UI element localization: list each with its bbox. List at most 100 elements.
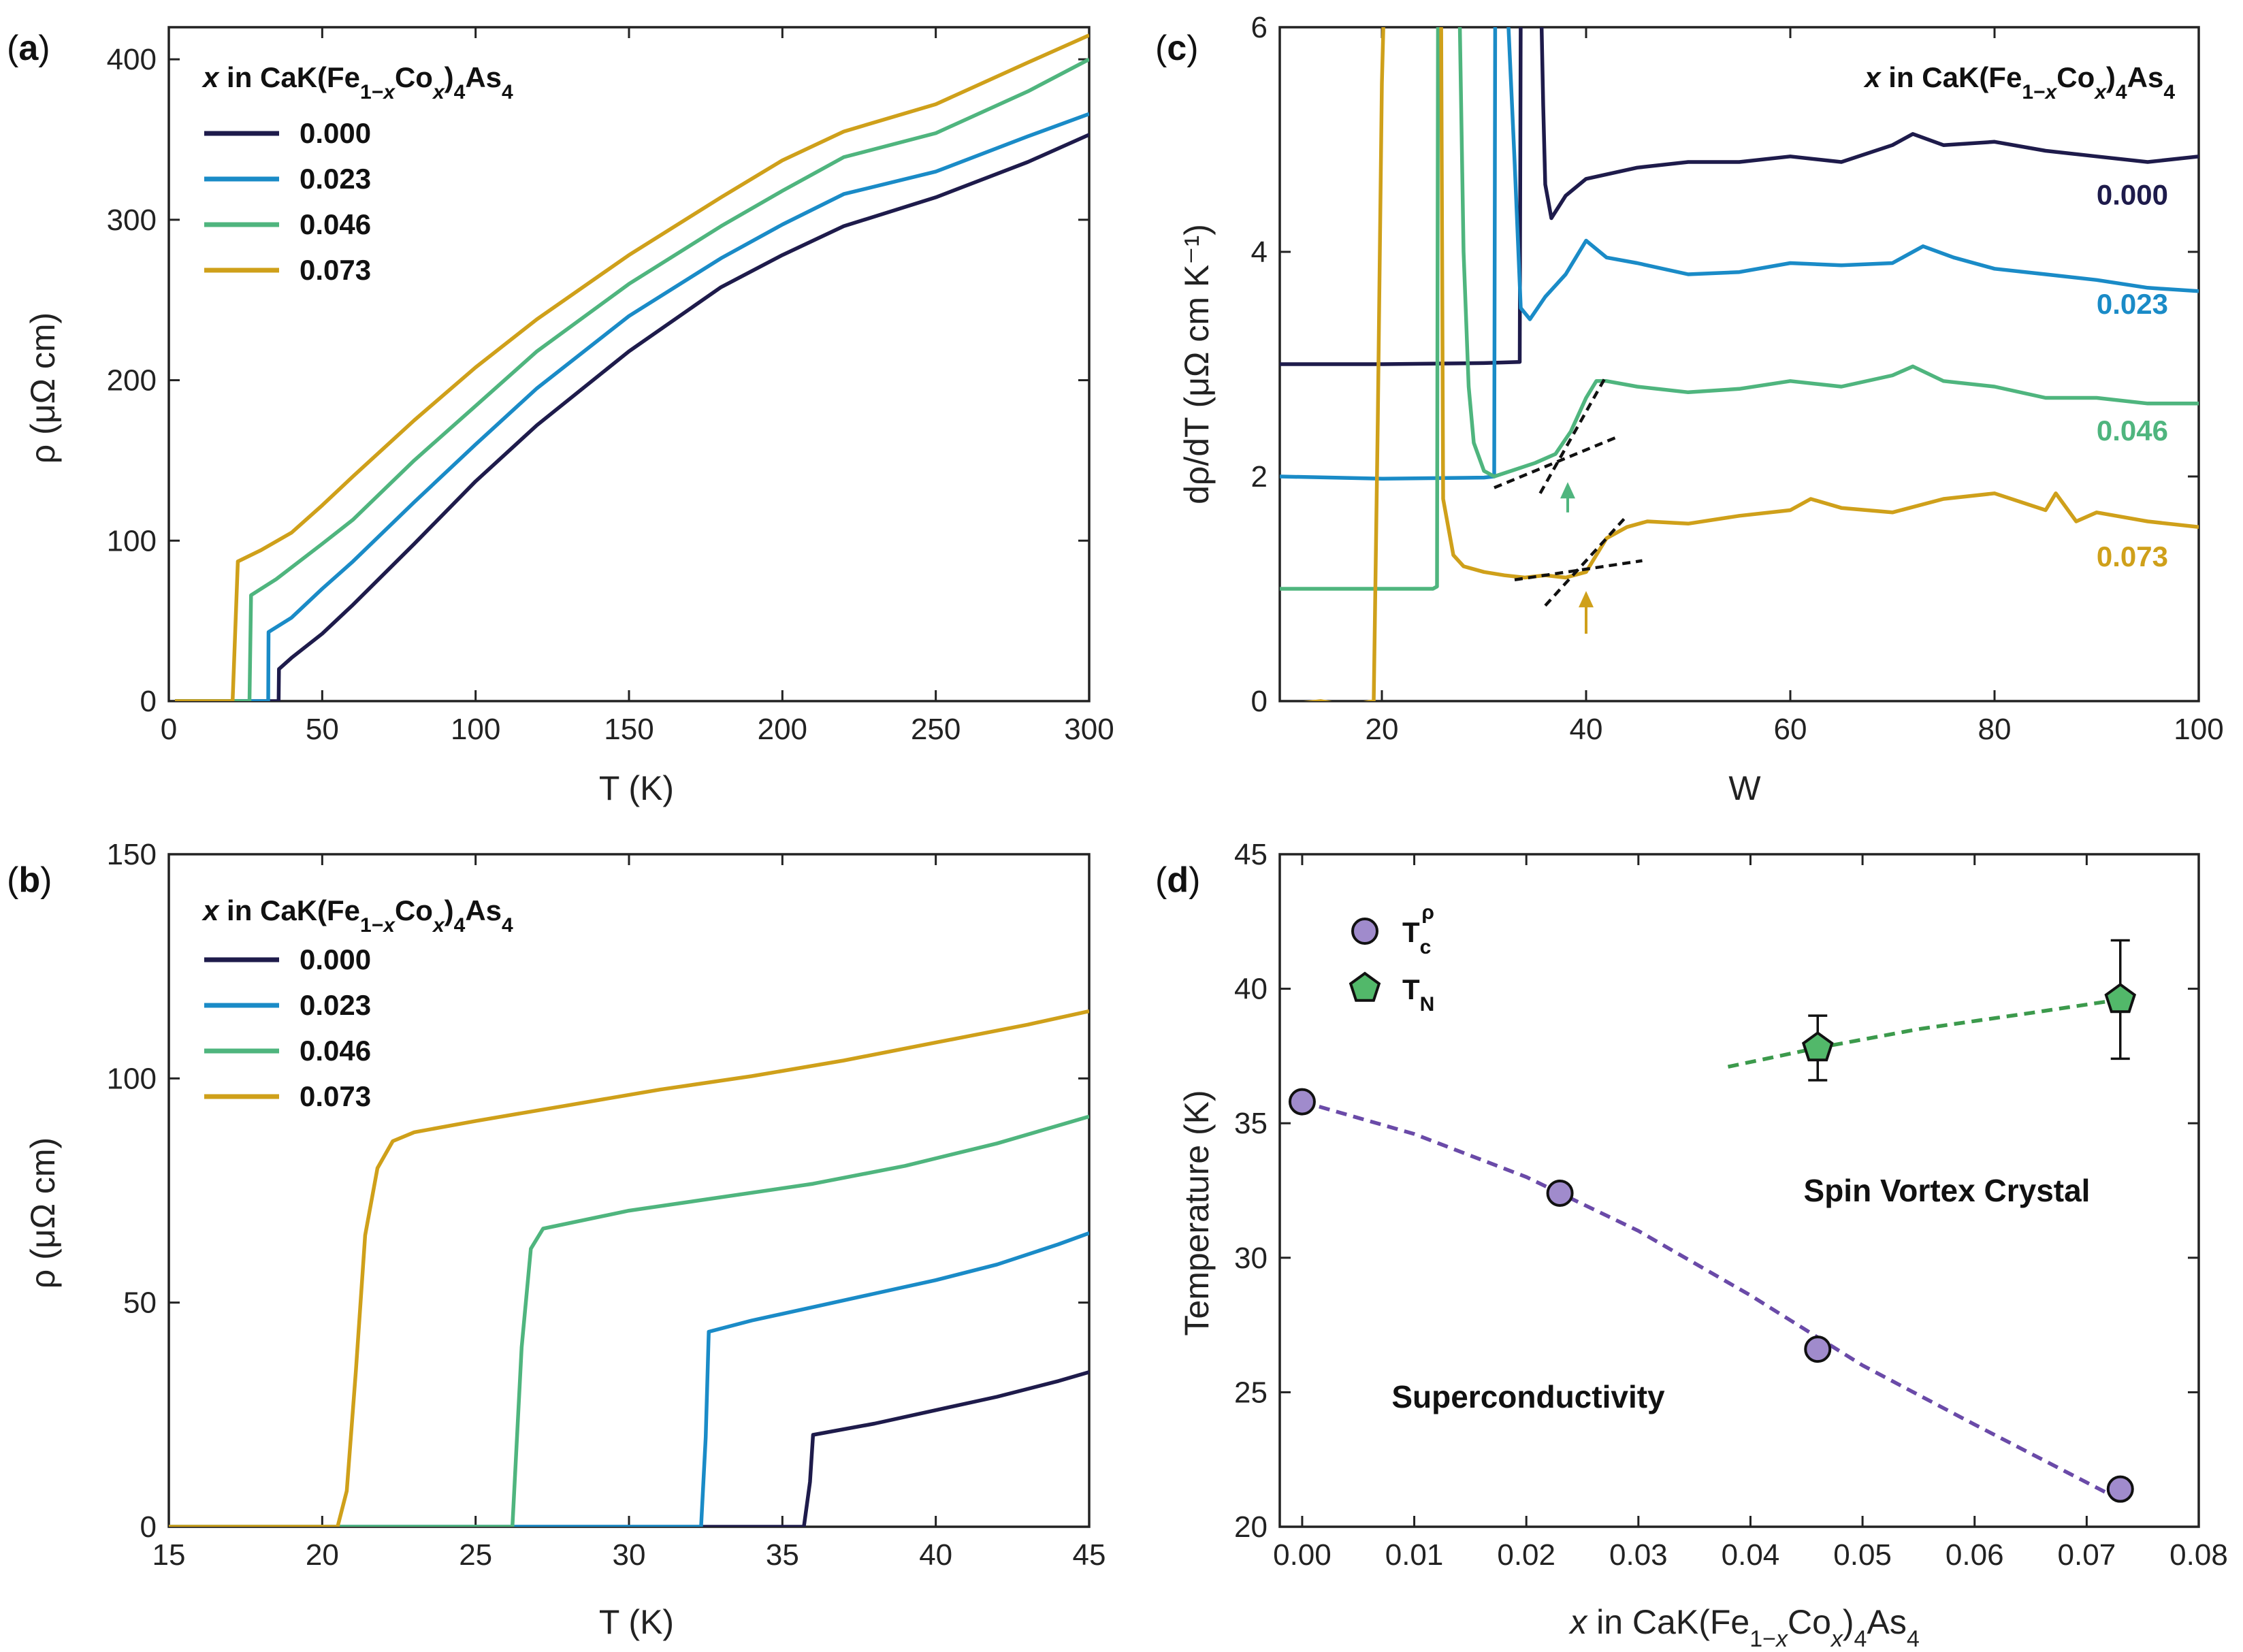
panel-b-legend: x in CaK(Fe1−xCox)4As4 0.000 0.023 0.046 0.…: [201, 894, 513, 1112]
panel-c-ticks: 20 40 60 80 100 0 2 4 6: [1251, 11, 2224, 746]
panel-d-x-axis-label: x in CaK(Fe1−xCox)4As4: [1568, 1603, 1920, 1652]
tangent-line: [1538, 374, 1608, 494]
y-tick-label: 400: [107, 43, 157, 76]
x-tick-label: 0.07: [2058, 1538, 2116, 1572]
x-tick-label: 20: [1366, 713, 1399, 746]
x-tick-label: 60: [1774, 713, 1807, 746]
tc-point: [2106, 1475, 2134, 1503]
tangent-line: [1544, 515, 1628, 607]
y-tick-label: 0: [1251, 685, 1268, 718]
panel-b-label: (b): [7, 860, 52, 900]
series-line-0.023: [175, 112, 1089, 701]
y-tick-label: 0: [140, 685, 157, 718]
tn-fit-line: [1727, 997, 2121, 1069]
y-tick-label: 25: [1234, 1376, 1268, 1409]
panel-a-y-axis-label: ρ (μΩ cm): [24, 312, 62, 464]
y-tick-label: 6: [1251, 11, 1268, 44]
legend-tc-label: Tcρ: [1402, 901, 1434, 958]
panel-a-frame: [167, 26, 1091, 702]
panel-b-y-axis-label: ρ (μΩ cm): [24, 1137, 62, 1289]
panel-b-legend-title: x in CaK(Fe1−xCox)4As4: [201, 894, 513, 937]
x-tick-label: 250: [911, 713, 961, 746]
series-line-0.000: [1280, 27, 2199, 366]
legend-label-0.000: 0.000: [300, 117, 371, 149]
tn-point: [2104, 982, 2137, 1014]
panel-c-tangents: [1494, 374, 1643, 607]
x-tick-label: 200: [758, 713, 807, 746]
panel-b-x-axis-label: T (K): [599, 1603, 674, 1641]
y-tick-label: 300: [107, 204, 157, 237]
tangent-line: [1514, 559, 1643, 582]
y-tick-label: 35: [1234, 1107, 1268, 1140]
series-line-0.046: [1280, 27, 2199, 591]
series-line-0.073: [1303, 27, 2199, 701]
panel-a-legend: x in CaK(Fe1−xCox)4As4 0.000 0.023 0.046 0.…: [201, 61, 513, 286]
x-tick-label: 50: [306, 713, 339, 746]
legend-tn-marker: [1349, 971, 1381, 1002]
panel-a-ticks: 0 50 100 150 200 250 300 0 100 200 300 400: [107, 27, 1114, 746]
panel-c: (c) W dρ/dT (μΩ cm K⁻¹) x in CaK(Fe1−xCo…: [1155, 11, 2224, 807]
series-line-0.023: [1280, 27, 2199, 481]
series-line-0.023: [169, 1231, 1089, 1527]
y-tick-label: 100: [107, 524, 157, 557]
tc-point: [1804, 1335, 1832, 1363]
x-tick-label: 300: [1064, 713, 1114, 746]
x-tick-label: 20: [306, 1538, 339, 1572]
arrow-0073-head: [1579, 591, 1594, 608]
y-tick-label: 40: [1234, 973, 1268, 1006]
panel-b-series: [169, 1009, 1089, 1527]
panel-b: (b) T (K) ρ (μΩ cm) x in CaK(Fe1−xCox)4A…: [7, 838, 1106, 1641]
x-tick-label: 0.08: [2169, 1538, 2228, 1572]
y-tick-label: 20: [1234, 1510, 1268, 1544]
annotation-spin-vortex-crystal: Spin Vortex Crystal: [1804, 1173, 2091, 1208]
legend-label-0.073: 0.073: [300, 1080, 371, 1112]
x-tick-label: 15: [152, 1538, 186, 1572]
arrow-0046-head: [1560, 482, 1575, 499]
x-tick-label: 40: [1570, 713, 1603, 746]
panel-d-y-axis-label: Temperature (K): [1178, 1090, 1216, 1335]
series-line-0.046: [175, 57, 1089, 701]
y-tick-label: 200: [107, 364, 157, 398]
x-tick-label: 40: [919, 1538, 952, 1572]
series-line-0.073: [169, 1009, 1089, 1527]
legend-label-0.000: 0.000: [300, 943, 371, 975]
panel-c-series: [1280, 27, 2199, 701]
series-label-0.073: 0.073: [2097, 540, 2168, 572]
y-tick-label: 2: [1251, 460, 1268, 493]
panel-c-y-axis-label: dρ/dT (μΩ cm K⁻¹): [1178, 224, 1216, 504]
legend-label-0.046: 0.046: [300, 1035, 371, 1067]
panel-c-legend-title: x in CaK(Fe1−xCox)4As4: [1863, 61, 2175, 103]
y-tick-label: 0: [140, 1510, 157, 1544]
y-tick-label: 150: [107, 838, 157, 871]
panel-d-frame: [1278, 853, 2200, 1528]
x-tick-label: 0.00: [1273, 1538, 1332, 1572]
panel-c-label: (c): [1155, 29, 1199, 68]
panel-a-legend-title: x in CaK(Fe1−xCox)4As4: [201, 61, 513, 103]
x-tick-label: 0.06: [1946, 1538, 2004, 1572]
panel-d-label: (d): [1155, 860, 1200, 900]
x-tick-label: 100: [2174, 713, 2223, 746]
panel-a-series: [175, 33, 1089, 701]
tc-fit-line: [1302, 1099, 2122, 1502]
series-line-0.073: [175, 33, 1089, 701]
annotation-superconductivity: Superconductivity: [1391, 1379, 1665, 1414]
panel-d-ticks: 0.00 0.01 0.02 0.03 0.04 0.05 0.06 0.07 0.08 20 25…: [1234, 838, 2228, 1572]
series-label-0.000: 0.000: [2097, 179, 2168, 211]
y-tick-label: 100: [107, 1062, 157, 1095]
y-tick-label: 4: [1251, 236, 1268, 269]
x-tick-label: 0.05: [1833, 1538, 1892, 1572]
x-tick-label: 0.04: [1722, 1538, 1780, 1572]
legend-label-0.023: 0.023: [300, 163, 371, 195]
series-line-0.000: [175, 133, 1089, 701]
x-tick-label: 150: [604, 713, 653, 746]
series-line-0.000: [169, 1370, 1089, 1527]
panel-a: (a) T (K) ρ (μΩ cm) x in CaK(Fe1−xCox)4A…: [7, 26, 1114, 807]
legend-tn-label: TN: [1402, 973, 1434, 1016]
series-label-0.046: 0.046: [2097, 415, 2168, 447]
panel-a-x-axis-label: T (K): [599, 769, 674, 807]
y-tick-label: 50: [123, 1286, 157, 1320]
y-tick-label: 30: [1234, 1242, 1268, 1275]
tangent-line: [1494, 436, 1617, 489]
panel-b-ticks: 15 20 25 30 35 40 45 0 50 100 150: [107, 838, 1106, 1572]
